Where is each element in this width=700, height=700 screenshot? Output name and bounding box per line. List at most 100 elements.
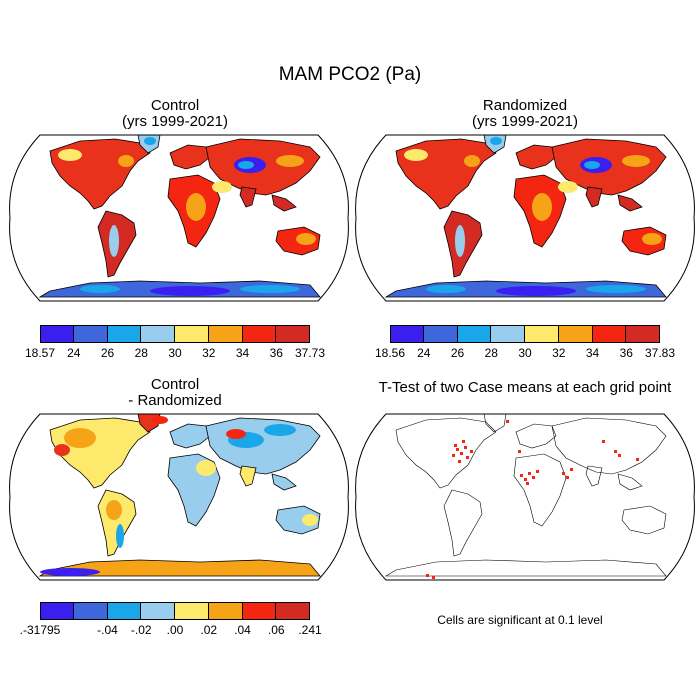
colorbar-tick-label: .06 (267, 623, 285, 637)
panel-title-line1: Randomized (482, 97, 568, 114)
colorbar-difference (40, 602, 310, 620)
significant-cell (526, 482, 529, 485)
colorbar-tick-label: 32 (552, 346, 566, 360)
continent-seasia (271, 194, 297, 212)
colorbar-tick-label: 18.56 (374, 346, 406, 360)
significant-cell (562, 472, 565, 475)
coastline-seasia (617, 473, 643, 491)
continent-seasia (617, 194, 643, 212)
data-patch (196, 460, 216, 476)
colorbar-randomized (390, 325, 660, 343)
colorbar-swatch (242, 325, 277, 343)
panel-title-line1: T-Test of two Case means at each grid po… (378, 379, 672, 396)
panel-title-difference: Control - Randomized (40, 377, 310, 409)
map-outline (9, 134, 349, 302)
significant-cell (452, 454, 455, 457)
colorbar-tick-label: 28 (484, 346, 498, 360)
colorbar-tick-label: 28 (134, 346, 148, 360)
map-outline (9, 413, 349, 581)
colorbar-tick-label: 30 (518, 346, 532, 360)
colorbar-swatch (40, 325, 74, 343)
colorbar-swatch (208, 602, 243, 620)
colorbar-swatch (141, 602, 175, 620)
data-patch (426, 285, 466, 293)
significant-cell (458, 460, 461, 463)
coastline-southAmerica (443, 489, 483, 557)
colorbar-labels-difference: .-31795 -.04 -.02 .00 .02 .04 .06 .241 (20, 623, 322, 639)
continent-australia (275, 505, 321, 535)
significant-cell (536, 470, 539, 473)
colorbar-swatch (276, 325, 310, 343)
map-background (355, 414, 695, 580)
data-patch (118, 155, 134, 167)
colorbar-swatch (107, 325, 142, 343)
colorbar-tick-label: 37.73 (294, 346, 326, 360)
data-patch (226, 429, 246, 439)
data-patch (238, 161, 254, 169)
significant-cell (426, 574, 429, 577)
data-patch (116, 524, 124, 548)
colorbar-swatch (73, 602, 108, 620)
colorbar-swatch (558, 325, 593, 343)
significant-cell (456, 448, 459, 451)
colorbar-swatch (40, 602, 74, 620)
significant-cell (518, 450, 521, 453)
data-patch (212, 181, 232, 193)
colorbar-tick-label: 26 (450, 346, 465, 360)
colorbar-tick-label: .-31795 (19, 623, 61, 637)
map-difference (9, 413, 349, 581)
data-patch (150, 286, 230, 296)
data-patch (264, 424, 296, 436)
significant-cell (528, 472, 531, 475)
data-patch (558, 181, 578, 193)
map-outline (355, 134, 695, 302)
coastline-antarctica (384, 559, 667, 577)
significant-cell (532, 476, 535, 479)
colorbar-tick-label: 36 (269, 346, 283, 360)
data-patch (144, 137, 156, 145)
colorbar-tick-label: .241 (298, 623, 322, 637)
coastline-asia (551, 417, 667, 475)
significant-cell (520, 474, 523, 477)
significant-cell (454, 444, 457, 447)
colorbar-swatch (491, 325, 525, 343)
colorbar-swatch (242, 602, 277, 620)
coastline-africa (513, 453, 567, 527)
colorbar-labels-control: 18.57 24 26 28 30 32 34 36 37.73 (25, 346, 325, 362)
colorbar-tick-label: -.04 (97, 623, 118, 637)
data-patch (404, 149, 428, 161)
data-patch (276, 155, 304, 167)
data-patch (40, 568, 100, 576)
data-patch (186, 193, 206, 221)
colorbar-swatch (175, 325, 209, 343)
significance-note: Cells are significant at 0.1 level (437, 613, 603, 627)
coastline-europe (515, 423, 557, 449)
data-patch (490, 137, 502, 145)
colorbar-swatch (141, 325, 175, 343)
panel-title-line2: - Randomized (128, 392, 222, 409)
coastline-northAmerica (395, 417, 497, 489)
panel-title-randomized: Randomized (yrs 1999-2021) (390, 98, 660, 130)
data-patch (54, 444, 70, 456)
colorbar-tick-label: -.02 (130, 623, 152, 637)
data-patch (532, 193, 552, 221)
significant-cell (464, 446, 467, 449)
colorbar-swatch (107, 602, 142, 620)
continent-europe (169, 423, 211, 449)
data-patch (455, 225, 465, 257)
colorbar-labels-randomized: 18.56 24 26 28 30 32 34 36 37.83 (375, 346, 675, 362)
continent-antarctica (38, 559, 321, 577)
colorbar-tick-label: .00 (166, 623, 184, 637)
colorbar-swatch (73, 325, 108, 343)
coastline-india (585, 465, 603, 487)
panel-title-line1: Control (150, 376, 200, 393)
continent-europe (169, 144, 211, 170)
data-patch (296, 233, 316, 245)
panel-title-line1: Control (150, 97, 200, 114)
panel-title-line2: (yrs 1999-2021) (122, 113, 228, 130)
significant-cell (466, 456, 469, 459)
colorbar-tick-label: 24 (67, 346, 81, 360)
significant-cell (432, 576, 435, 579)
colorbar-swatch (276, 602, 310, 620)
colorbar-swatch (390, 325, 424, 343)
